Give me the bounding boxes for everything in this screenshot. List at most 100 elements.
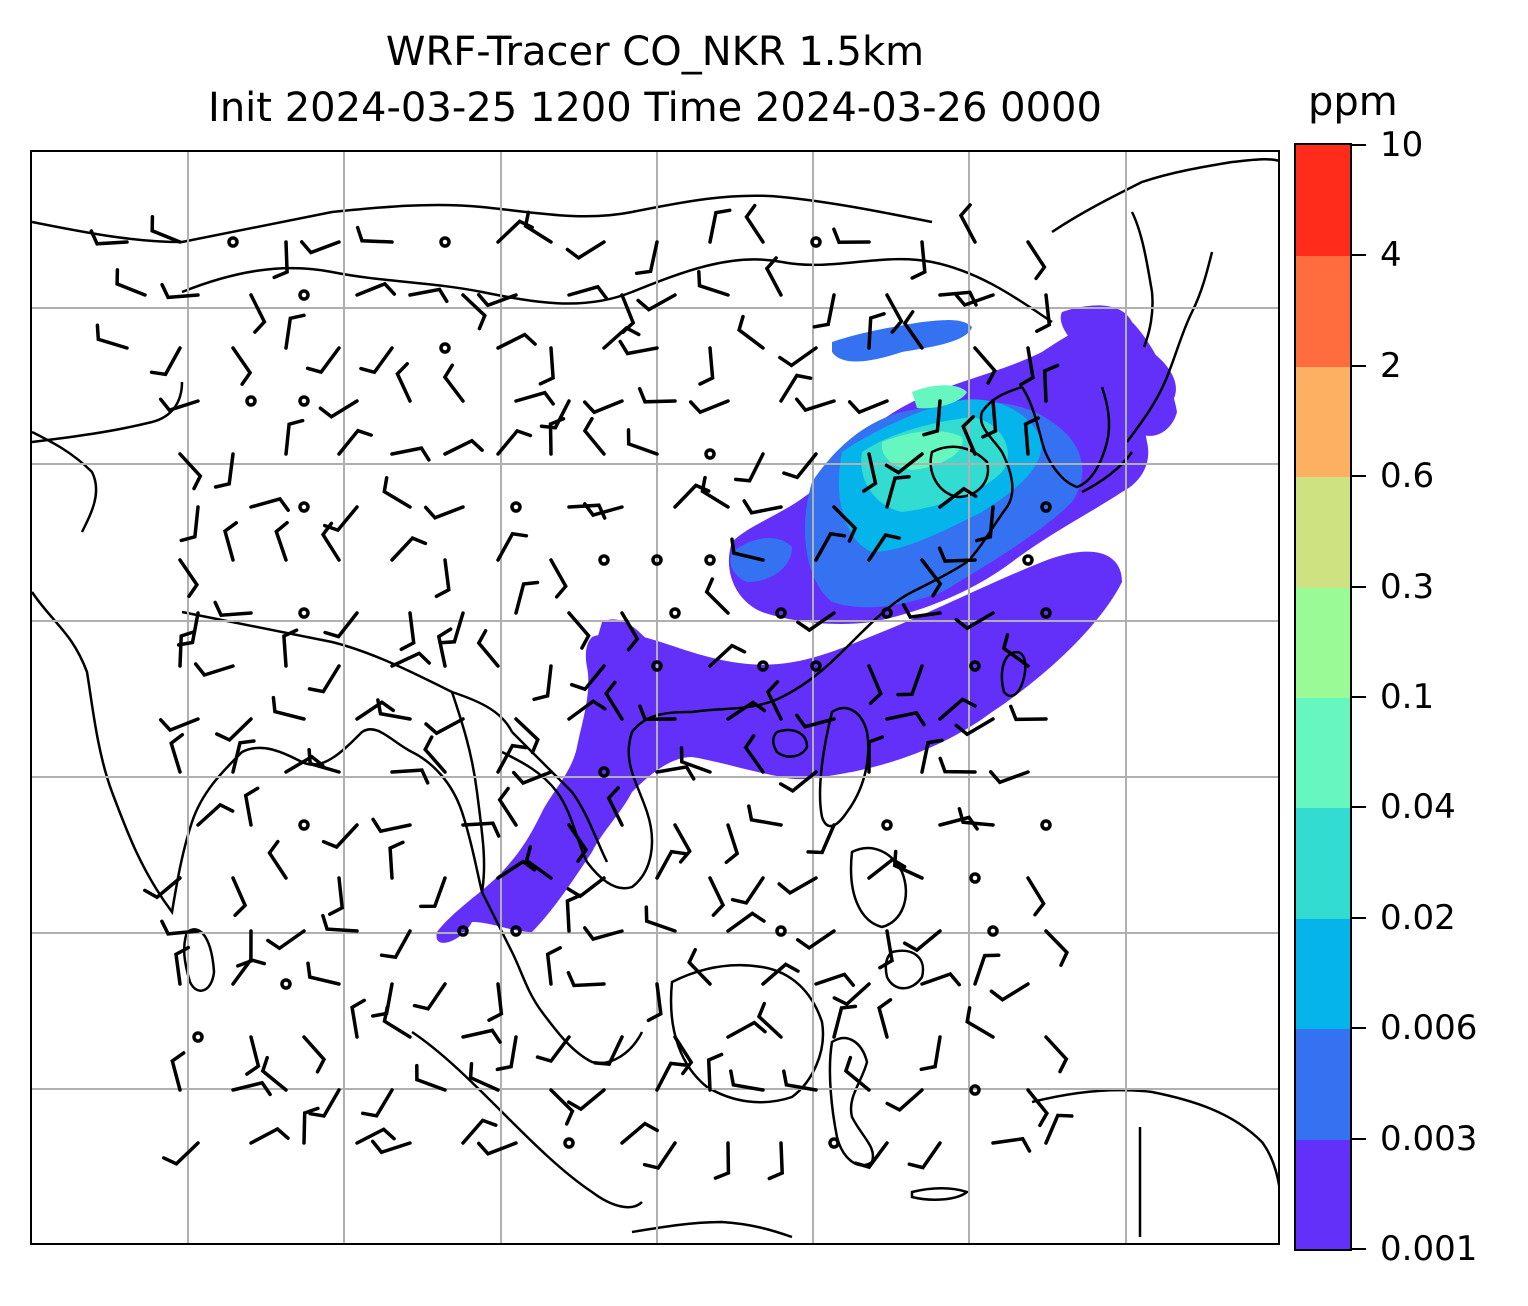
wind-barb bbox=[954, 611, 995, 631]
wind-barb bbox=[646, 982, 663, 1023]
wind-barb bbox=[1042, 363, 1060, 403]
wind-barb bbox=[271, 695, 306, 721]
coastline-sakhalin bbox=[1130, 211, 1154, 348]
colorbar-tick bbox=[1352, 1027, 1366, 1030]
wind-barb bbox=[359, 346, 394, 375]
wind-barb bbox=[328, 876, 345, 916]
calm-wind-marker bbox=[563, 1137, 575, 1149]
wind-barb bbox=[549, 1088, 575, 1126]
wind-barb bbox=[272, 240, 289, 280]
calm-wind-marker bbox=[298, 395, 310, 407]
colorbar-segment bbox=[1296, 365, 1350, 478]
wind-barb bbox=[582, 399, 624, 415]
wind-barb bbox=[892, 849, 924, 880]
wind-barb bbox=[222, 521, 239, 562]
wind-barb bbox=[267, 839, 288, 880]
wind-barb bbox=[975, 505, 995, 543]
wind-barb bbox=[399, 611, 416, 652]
wind-barb bbox=[355, 700, 396, 721]
wind-barb bbox=[321, 823, 359, 850]
wind-barb bbox=[549, 558, 568, 599]
colorbar-segment bbox=[1296, 1028, 1350, 1140]
plume-mainland-west bbox=[592, 619, 658, 692]
colorbar-tick bbox=[1352, 585, 1366, 588]
calm-wind-marker bbox=[598, 766, 610, 778]
coastline-new-guinea bbox=[1031, 1088, 1278, 1187]
calm-wind-marker bbox=[775, 607, 787, 619]
wind-barb bbox=[461, 1028, 502, 1044]
wind-barb bbox=[761, 962, 800, 986]
coastline-arabian-north bbox=[32, 430, 98, 533]
wind-barb bbox=[938, 486, 978, 509]
coastline-russia-east bbox=[1051, 158, 1278, 234]
calm-wind-marker bbox=[969, 660, 981, 672]
wind-barb bbox=[535, 1035, 571, 1064]
wind-barb bbox=[371, 817, 412, 834]
wind-barb bbox=[320, 521, 341, 562]
wind-barb bbox=[778, 346, 818, 368]
wind-barb bbox=[318, 399, 359, 419]
wind-barb bbox=[920, 738, 944, 774]
wind-barb bbox=[867, 533, 901, 562]
calm-wind-marker bbox=[510, 925, 522, 937]
wind-barb bbox=[476, 1141, 518, 1156]
wind-barb bbox=[730, 876, 765, 905]
wind-barb bbox=[777, 876, 818, 896]
wind-barb bbox=[266, 929, 306, 951]
wind-barb bbox=[698, 346, 715, 386]
wind-barb bbox=[920, 558, 943, 598]
wind-barb bbox=[390, 768, 430, 785]
plume-far-north bbox=[832, 319, 972, 362]
colorbar-tick bbox=[1352, 1248, 1366, 1250]
wind-barb bbox=[853, 1141, 889, 1170]
wind-barb bbox=[742, 499, 783, 515]
wind-barb bbox=[655, 1061, 687, 1092]
wind-barb bbox=[981, 399, 998, 439]
colorbar-tick-label: 10 bbox=[1380, 125, 1424, 165]
wind-barb bbox=[461, 821, 501, 838]
wind-barb bbox=[461, 293, 487, 331]
wind-barb bbox=[1019, 346, 1035, 387]
calm-wind-marker bbox=[881, 607, 893, 619]
wind-barb bbox=[307, 747, 341, 774]
wind-barb bbox=[249, 293, 267, 334]
wind-barb bbox=[634, 240, 659, 276]
wind-barb bbox=[679, 746, 712, 774]
colorbar-tick-label: 0.006 bbox=[1380, 1008, 1478, 1049]
wind-barb bbox=[953, 292, 995, 308]
calm-wind-marker bbox=[987, 925, 999, 937]
wind-barb bbox=[260, 1055, 288, 1092]
wind-barb bbox=[747, 804, 783, 827]
coastline-hainan bbox=[772, 728, 809, 758]
wind-barb bbox=[307, 664, 341, 694]
wind-barb bbox=[655, 849, 688, 880]
wind-barb bbox=[832, 505, 858, 543]
plume-aquamarine bbox=[881, 430, 963, 470]
wind-barb bbox=[814, 972, 856, 987]
wind-barb bbox=[476, 292, 518, 308]
wind-barb bbox=[567, 823, 589, 863]
wind-barb bbox=[606, 786, 624, 827]
calm-wind-marker bbox=[810, 660, 822, 672]
wind-barb bbox=[567, 611, 591, 650]
wind-barb bbox=[231, 739, 256, 774]
wind-barb bbox=[495, 1035, 518, 1072]
wind-barb bbox=[115, 268, 147, 297]
colorbar-segment bbox=[1296, 145, 1350, 257]
calm-wind-marker bbox=[298, 289, 310, 301]
wind-barb bbox=[158, 717, 200, 733]
wind-barb bbox=[274, 520, 289, 562]
wind-barb bbox=[673, 823, 692, 864]
wind-barb bbox=[160, 919, 200, 936]
wind-barb bbox=[487, 982, 504, 1022]
colorbar-tick-label: 4 bbox=[1380, 235, 1402, 276]
wind-barb bbox=[991, 1136, 1032, 1153]
wind-barb bbox=[812, 293, 836, 329]
colorbar-segment bbox=[1296, 1138, 1350, 1249]
wind-barb bbox=[706, 1052, 724, 1092]
wind-barb bbox=[323, 611, 359, 639]
wind-barb bbox=[794, 397, 836, 413]
wind-barb bbox=[282, 628, 299, 668]
wind-barb bbox=[408, 287, 449, 304]
wind-barb bbox=[644, 905, 677, 933]
